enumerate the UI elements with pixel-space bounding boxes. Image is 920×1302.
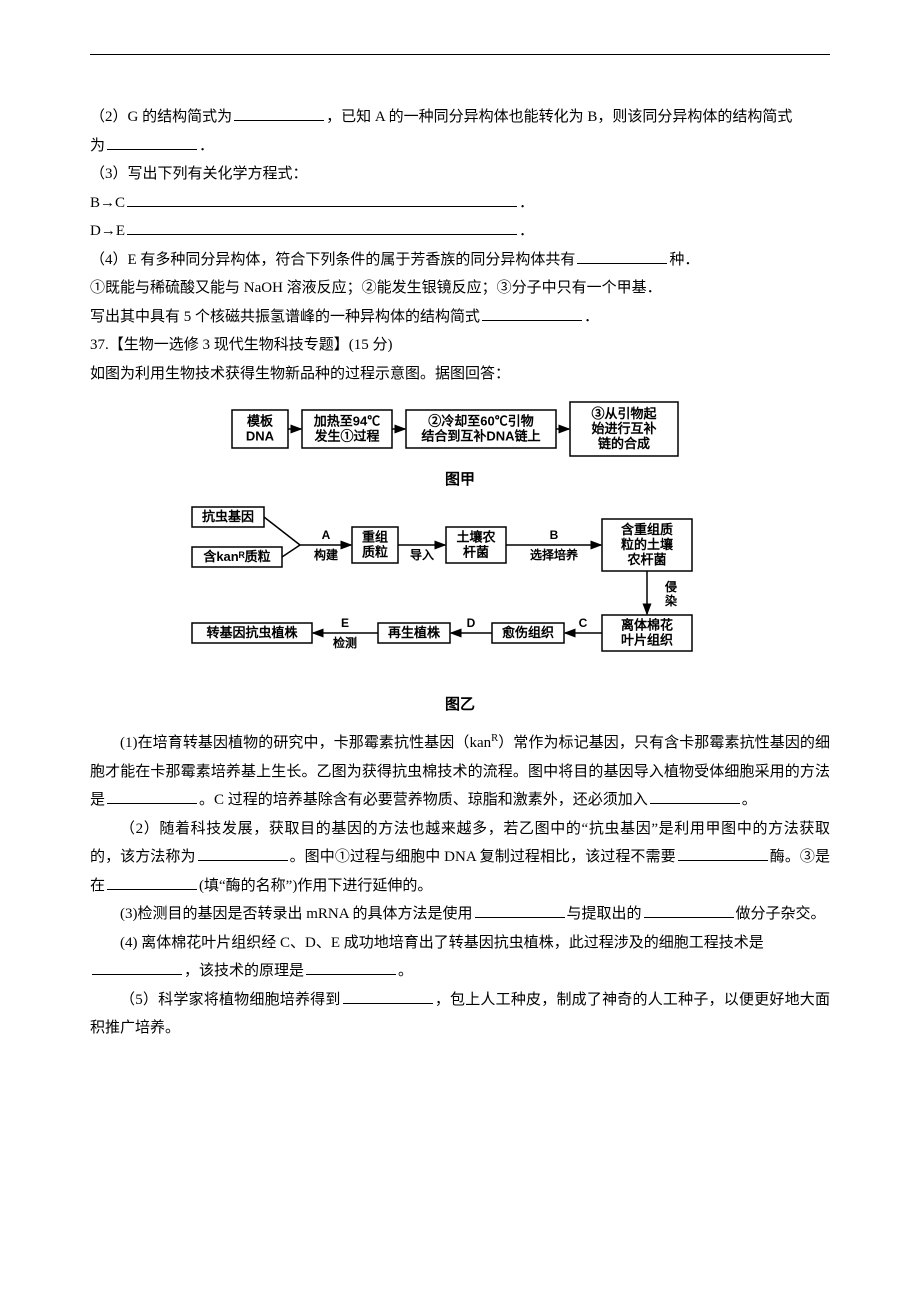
q37-p3-blank1	[475, 901, 565, 919]
svg-text:农杆菌: 农杆菌	[626, 552, 666, 567]
svg-text:土壤农: 土壤农	[456, 529, 495, 544]
q2-line1: （2）G 的结构简式为 ，已知 A 的一种同分异构体也能转化为 B，则该同分异构体…	[90, 103, 830, 132]
svg-text:DNA: DNA	[246, 429, 275, 444]
q2-line2-prefix: 为	[90, 138, 105, 154]
svg-text:含kanᴿ质粒: 含kanᴿ质粒	[202, 549, 270, 564]
svg-text:B: B	[550, 528, 559, 542]
q2-prefix: （2）G 的结构简式为	[90, 109, 232, 125]
q4-blank-1	[577, 246, 667, 264]
svg-text:D: D	[467, 616, 476, 630]
svg-text:始进行互补: 始进行互补	[591, 421, 656, 436]
svg-text:构建: 构建	[314, 547, 339, 562]
flowchart-yi: 抗虫基因含kanᴿ质粒 重组质粒 土壤农杆菌 含重组质粒的土壤农杆菌离体棉花叶片组织 愈…	[190, 505, 730, 685]
q4-blank-2	[482, 303, 582, 321]
q37-p5: （5）科学家将植物细胞培养得到，包上人工种皮，制成了神奇的人工种子，以便更好地大…	[90, 986, 830, 1043]
flowchart-jia: 模板DNA 加热至94℃发生①过程 ②冷却至60℃引物结合到互补DNA链上 ③从引物起…	[230, 398, 690, 460]
svg-text:检测: 检测	[333, 635, 357, 650]
q3-blank-D	[127, 218, 517, 236]
q37-p1-blank2	[650, 787, 740, 805]
svg-text:转基因抗虫植株: 转基因抗虫植株	[206, 625, 298, 640]
q37-intro: 如图为利用生物技术获得生物新品种的过程示意图。据图回答：	[90, 360, 830, 389]
page: （2）G 的结构简式为 ，已知 A 的一种同分异构体也能转化为 B，则该同分异构体…	[0, 0, 920, 1103]
q37-p3-blank2	[644, 901, 734, 919]
q2-mid: ，已知 A 的一种同分异构体也能转化为 B，则该同分异构体的结构简式	[326, 109, 792, 125]
svg-text:粒的土壤: 粒的土壤	[621, 537, 674, 552]
svg-text:含重组质: 含重组质	[620, 522, 673, 537]
q4-line1: （4）E 有多种同分异构体，符合下列条件的属于芳香族的同分异构体共有种．	[90, 246, 830, 275]
svg-text:抗虫基因: 抗虫基因	[202, 509, 254, 524]
fig1-caption: 图甲	[90, 466, 830, 495]
svg-text:杆菌: 杆菌	[463, 544, 489, 559]
q2-blank-1	[234, 104, 324, 122]
svg-text:染: 染	[664, 593, 678, 608]
svg-text:质粒: 质粒	[362, 544, 388, 559]
q37-p2-blank2	[678, 844, 768, 862]
q37-p2-blank1	[198, 844, 288, 862]
svg-text:再生植株: 再生植株	[388, 625, 441, 640]
svg-text:离体棉花: 离体棉花	[621, 617, 673, 632]
q37-p3: (3)检测目的基因是否转录出 mRNA 的具体方法是使用与提取出的做分子杂交。	[90, 900, 830, 929]
svg-text:模板: 模板	[247, 414, 274, 429]
svg-text:链的合成: 链的合成	[597, 436, 650, 451]
q2-suffix: ．	[199, 138, 214, 154]
svg-text:愈伤组织: 愈伤组织	[501, 625, 554, 640]
q4-line3: 写出其中具有 5 个核磁共振氢谱峰的一种异构体的结构简式．	[90, 303, 830, 332]
svg-text:发生①过程: 发生①过程	[313, 429, 379, 444]
q37-p5-blank1	[343, 986, 433, 1004]
q37-p1: (1)在培育转基因植物的研究中，卡那霉素抗性基因（kanR）常作为标记基因，只有…	[90, 729, 830, 815]
q37-p4-blank1	[92, 958, 182, 976]
q3-lineB: B→C．	[90, 189, 830, 218]
top-rule	[90, 54, 830, 55]
svg-text:E: E	[341, 616, 349, 630]
svg-text:②冷却至60℃引物: ②冷却至60℃引物	[428, 414, 533, 429]
svg-text:侵: 侵	[664, 579, 677, 594]
figure-jia: 模板DNA 加热至94℃发生①过程 ②冷却至60℃引物结合到互补DNA链上 ③从引物起…	[90, 398, 830, 495]
q4-line2: ①既能与稀硫酸又能与 NaOH 溶液反应；②能发生银镜反应；③分子中只有一个甲基…	[90, 274, 830, 303]
q2-blank-2	[107, 132, 197, 150]
q2-line2: 为．	[90, 132, 830, 161]
q37-title: 37.【生物一选修 3 现代生物科技专题】(15 分)	[90, 331, 830, 360]
q3-blank-B	[127, 189, 517, 207]
q37-p1-blank1	[107, 787, 197, 805]
q3-lineD: D→E．	[90, 217, 830, 246]
q3-heading: （3）写出下列有关化学方程式：	[90, 160, 830, 189]
q37-p2-blank3	[107, 872, 197, 890]
svg-text:C: C	[579, 616, 588, 630]
svg-text:结合到互补DNA链上: 结合到互补DNA链上	[421, 429, 540, 444]
svg-text:③从引物起: ③从引物起	[591, 406, 657, 421]
svg-text:重组: 重组	[362, 529, 388, 544]
fig2-caption: 图乙	[90, 691, 830, 720]
svg-text:叶片组织: 叶片组织	[621, 632, 673, 647]
svg-text:A: A	[322, 528, 331, 542]
svg-text:导入: 导入	[410, 547, 434, 562]
q37-p4: (4) 离体棉花叶片组织经 C、D、E 成功地培育出了转基因抗虫植株，此过程涉及…	[90, 929, 830, 986]
svg-text:选择培养: 选择培养	[530, 547, 578, 562]
q37-p4-blank2	[306, 958, 396, 976]
figure-yi: 抗虫基因含kanᴿ质粒 重组质粒 土壤农杆菌 含重组质粒的土壤农杆菌离体棉花叶片组织 愈…	[90, 505, 830, 720]
q37-p2: （2）随着科技发展，获取目的基因的方法也越来越多，若乙图中的“抗虫基因”是利用甲…	[90, 815, 830, 901]
svg-text:加热至94℃: 加热至94℃	[313, 414, 380, 429]
